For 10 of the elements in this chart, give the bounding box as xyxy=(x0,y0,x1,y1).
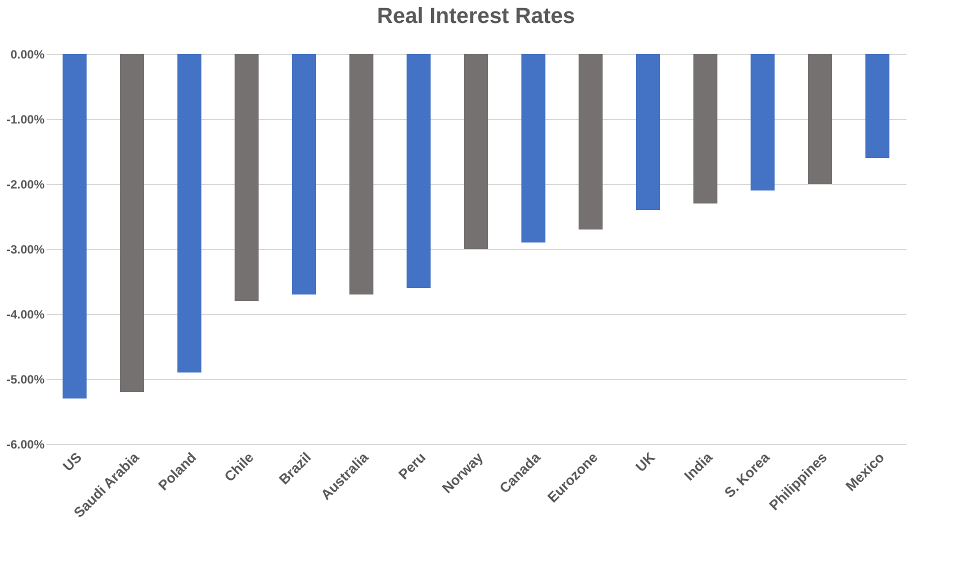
y-tick-label: -4.00% xyxy=(6,308,45,322)
chart-title: Real Interest Rates xyxy=(376,3,576,28)
y-tick-label: -5.00% xyxy=(6,372,45,386)
y-tick-label: -6.00% xyxy=(6,438,45,452)
x-tick-label: US xyxy=(59,449,85,474)
y-tick-label: -3.00% xyxy=(6,242,45,256)
x-tick-label: UK xyxy=(632,449,658,475)
y-tick-label: -1.00% xyxy=(6,112,45,126)
y-tick-label: 0.00% xyxy=(10,48,45,62)
y-tick-label: -2.00% xyxy=(6,178,45,192)
